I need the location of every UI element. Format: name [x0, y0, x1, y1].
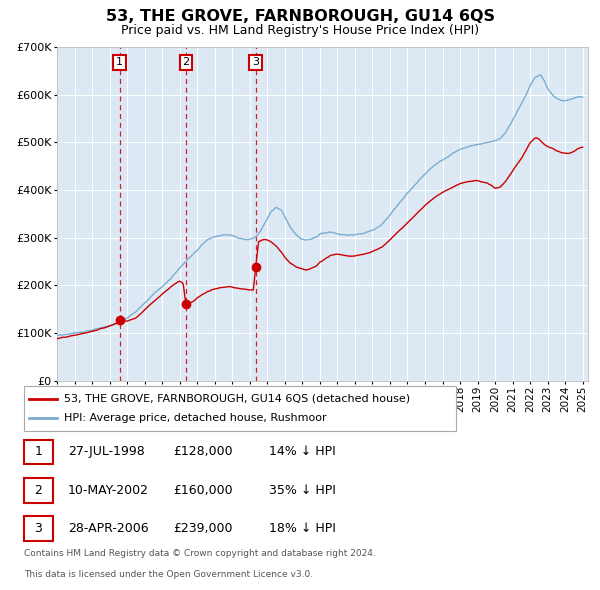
- Text: 18% ↓ HPI: 18% ↓ HPI: [269, 522, 335, 535]
- Text: 35% ↓ HPI: 35% ↓ HPI: [269, 484, 335, 497]
- Text: Contains HM Land Registry data © Crown copyright and database right 2024.: Contains HM Land Registry data © Crown c…: [24, 549, 376, 558]
- Text: £160,000: £160,000: [173, 484, 232, 497]
- Text: 2: 2: [182, 57, 190, 67]
- Text: Price paid vs. HM Land Registry's House Price Index (HPI): Price paid vs. HM Land Registry's House …: [121, 24, 479, 37]
- Text: 14% ↓ HPI: 14% ↓ HPI: [269, 445, 335, 458]
- Text: £239,000: £239,000: [173, 522, 232, 535]
- Text: 53, THE GROVE, FARNBOROUGH, GU14 6QS: 53, THE GROVE, FARNBOROUGH, GU14 6QS: [106, 9, 494, 24]
- Text: 2: 2: [34, 484, 43, 497]
- Text: 3: 3: [34, 522, 43, 535]
- Text: 53, THE GROVE, FARNBOROUGH, GU14 6QS (detached house): 53, THE GROVE, FARNBOROUGH, GU14 6QS (de…: [64, 394, 410, 404]
- Text: 1: 1: [34, 445, 43, 458]
- Text: £128,000: £128,000: [173, 445, 232, 458]
- Text: 1: 1: [116, 57, 123, 67]
- Text: HPI: Average price, detached house, Rushmoor: HPI: Average price, detached house, Rush…: [64, 414, 327, 423]
- Text: 28-APR-2006: 28-APR-2006: [68, 522, 148, 535]
- Text: 10-MAY-2002: 10-MAY-2002: [68, 484, 149, 497]
- Text: This data is licensed under the Open Government Licence v3.0.: This data is licensed under the Open Gov…: [24, 571, 313, 579]
- Text: 27-JUL-1998: 27-JUL-1998: [68, 445, 145, 458]
- Text: 3: 3: [252, 57, 259, 67]
